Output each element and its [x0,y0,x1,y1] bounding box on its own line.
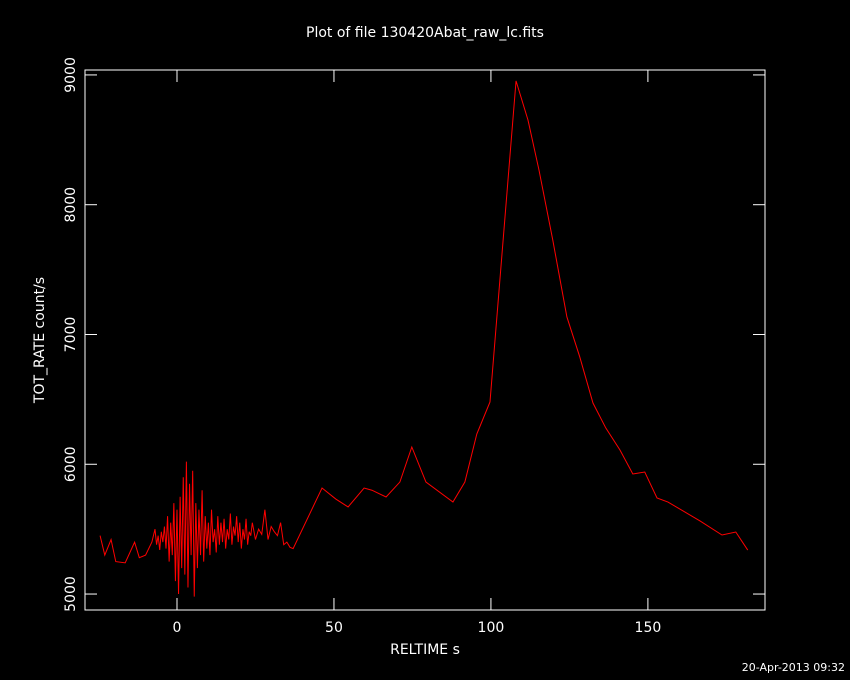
y-tick-label: 9000 [63,57,79,93]
y-tick-label: 6000 [63,446,79,482]
plot-frame [84,69,766,611]
light-curve [99,80,749,597]
x-tick-label: 150 [635,620,662,636]
x-tick-label: 50 [325,620,343,636]
footer: 20-Apr-2013 09:32 [742,661,845,674]
x-tick-label: 100 [478,620,505,636]
y-tick-label: 8000 [63,187,79,223]
x-tick-label: 0 [173,620,182,636]
chart-title: Plot of file 130420Abat_raw_lc.fits [306,25,544,41]
x-axis-label: RELTIME s [390,642,460,658]
y-axis-label: TOT_RATE count/s [32,277,48,404]
y-tick-label: 7000 [63,317,79,353]
y-tick-label: 5000 [63,576,79,612]
